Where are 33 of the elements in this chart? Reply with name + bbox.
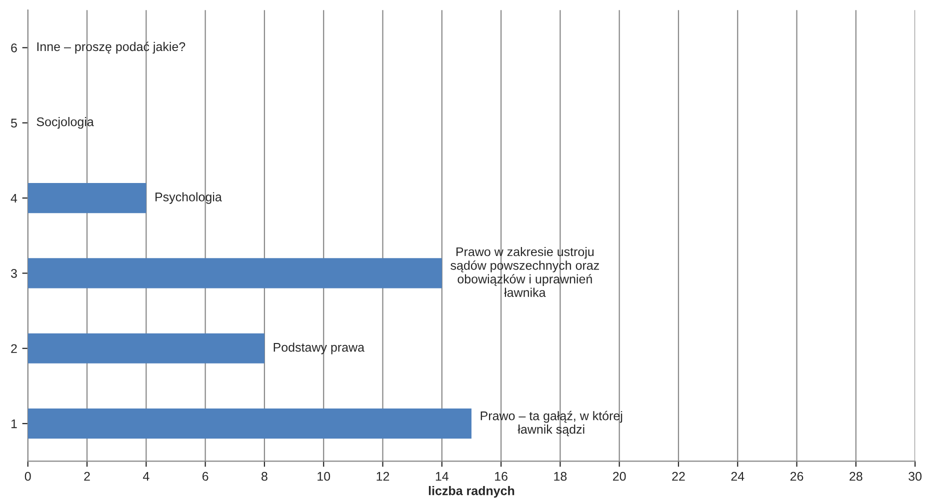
annotation: Podstawy prawa (274, 342, 364, 354)
x-tick-label: 0 (24, 472, 31, 481)
annotation: Psychologia (156, 192, 222, 204)
x-tick-label: 26 (790, 472, 804, 481)
annotation: Socjologia (36, 117, 94, 129)
x-tick-label: 16 (495, 472, 508, 481)
annotation: Prawo w zakresie ustroju sądów powszechnych oraz obowiązków i uprawnień ławnika (450, 247, 599, 297)
bar (28, 258, 442, 288)
y-tick-label: 6 (11, 43, 17, 52)
x-tick-label: 28 (850, 472, 862, 481)
y-tick-label: 1 (11, 420, 17, 428)
bar (28, 333, 264, 364)
y-tick-label: 3 (10, 269, 17, 278)
x-tick-label: 30 (908, 472, 922, 481)
x-tick-label: 14 (436, 472, 448, 481)
x-tick-label: 2 (84, 472, 90, 481)
x-axis-title: liczba radnych (428, 486, 514, 498)
x-tick-label: 12 (376, 472, 390, 481)
annotation: Prawo – ta gałąź, w której ławnik sądzi (480, 410, 622, 436)
y-tick-label: 2 (11, 344, 17, 353)
y-tick-label: 4 (10, 194, 18, 203)
x-tick-label: 8 (262, 472, 268, 481)
bar (28, 182, 146, 214)
x-tick-label: 20 (613, 472, 626, 481)
x-tick-label: 6 (202, 472, 208, 481)
y-tick-label: 5 (11, 118, 17, 128)
x-tick-label: 24 (731, 472, 744, 481)
x-tick-label: 4 (142, 472, 150, 481)
x-tick-label: 22 (672, 472, 685, 481)
bar (28, 408, 472, 439)
x-tick-label: 10 (318, 472, 330, 481)
annotation: Inne – proszę podać jakie? (37, 42, 186, 54)
x-tick-label: 18 (554, 472, 567, 481)
